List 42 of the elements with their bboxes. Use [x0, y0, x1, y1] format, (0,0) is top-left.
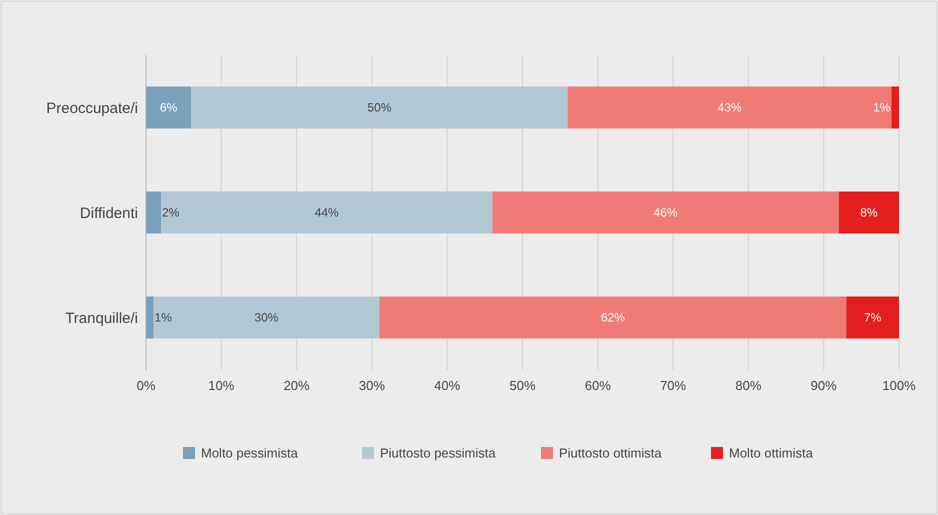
bar [191, 86, 568, 128]
data-label: 1% [873, 100, 891, 115]
bar [146, 192, 162, 234]
legend-label: Piuttosto pessimista [380, 446, 496, 461]
bar [891, 86, 899, 128]
x-tick-label: 40% [434, 378, 461, 393]
data-label: 30% [254, 310, 279, 325]
bar [146, 296, 154, 338]
legend-label: Molto ottimista [729, 446, 814, 461]
bar [379, 296, 846, 338]
data-label: 62% [600, 310, 626, 325]
data-label: 2% [162, 206, 180, 220]
legend-label: Piuttosto ottimista [559, 446, 662, 461]
data-label: 1% [154, 310, 172, 325]
data-label: 7% [864, 310, 882, 325]
bar [492, 192, 839, 234]
data-label: 8% [860, 206, 878, 220]
bar [154, 296, 380, 338]
y-tick-label: Preoccupate/i [46, 100, 138, 117]
data-label: 6% [160, 100, 178, 115]
x-tick-label: 50% [509, 378, 536, 393]
x-tick-label: 70% [660, 378, 687, 393]
y-tick-label: Tranquille/i [65, 310, 138, 327]
bar [161, 192, 492, 234]
x-tick-label: 90% [810, 378, 838, 393]
data-label: 44% [314, 206, 340, 220]
bar [846, 296, 899, 338]
x-tick-label: 30% [358, 378, 386, 393]
x-tick-label: 10% [208, 378, 235, 393]
data-label: 43% [718, 100, 742, 115]
legend-label: Molto pessimista [201, 446, 299, 461]
data-label: 50% [367, 100, 392, 115]
x-tick-label: 20% [284, 378, 310, 393]
bar [568, 86, 892, 128]
bar [838, 192, 899, 234]
bar [146, 86, 192, 128]
x-tick-label: 100% [882, 378, 916, 393]
y-tick-label: Diffidenti [80, 204, 138, 222]
x-tick-label: 0% [136, 378, 156, 393]
x-tick-label: 80% [735, 378, 762, 393]
data-label: 46% [654, 206, 678, 220]
x-tick-label: 60% [584, 378, 612, 393]
